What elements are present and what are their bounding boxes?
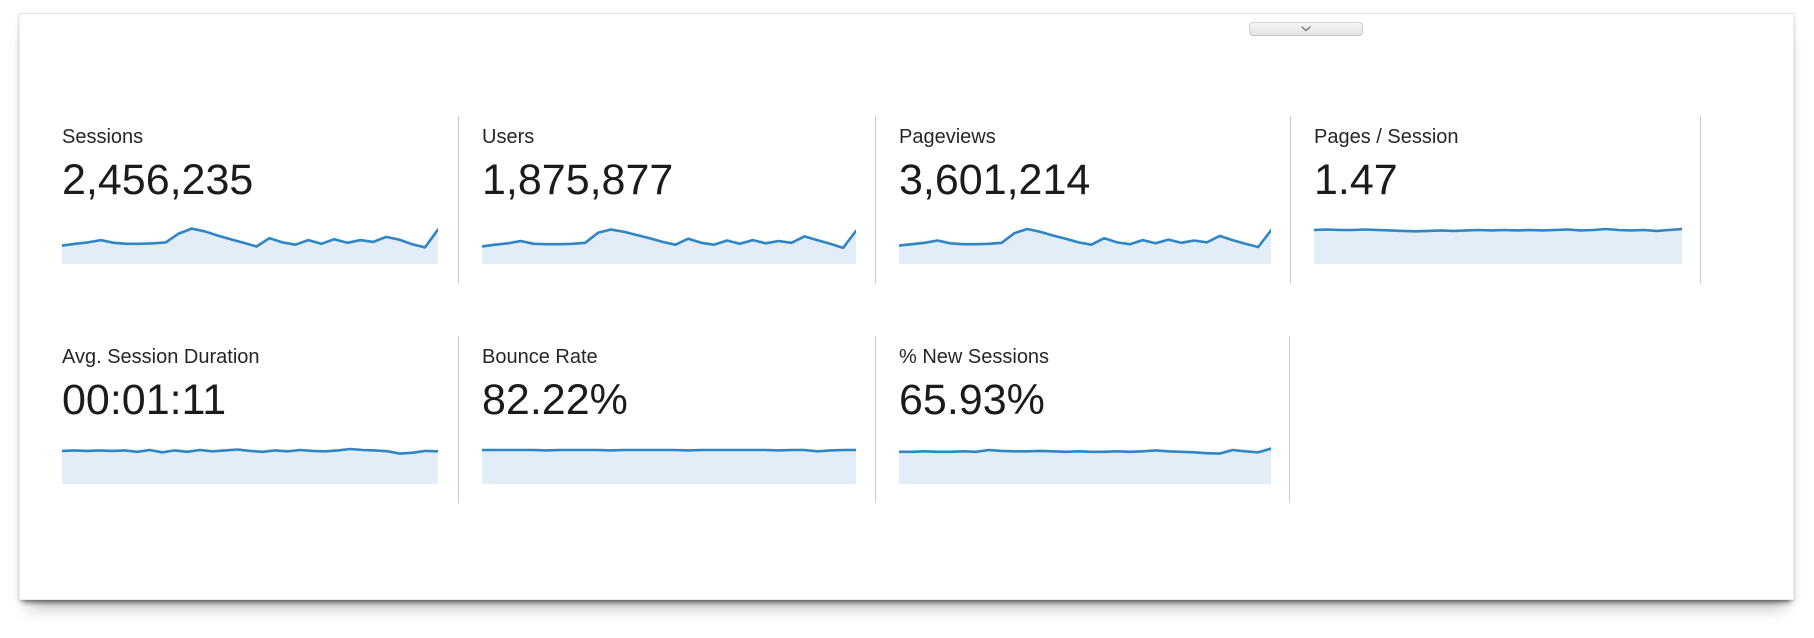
sparkline-avg-session-duration [62,447,438,484]
metric-card-avg-session-duration: Avg. Session Duration 00:01:11 [20,336,458,503]
metric-label-pages-per-session: Pages / Session [1314,126,1459,148]
metric-value-sessions: 2,456,235 [62,156,254,204]
chevron-down-icon [1301,26,1311,32]
metric-label-new-sessions: % New Sessions [899,346,1050,368]
metric-label-users: Users [482,126,535,148]
metric-value-bounce-rate: 82.22% [482,376,628,424]
metric-label-sessions: Sessions [62,126,144,148]
sparkline-sessions [62,227,438,264]
metric-card-pageviews: Pageviews 3,601,214 [875,116,1290,283]
metric-value-pages-per-session: 1.47 [1314,156,1398,204]
sparkline-pageviews [899,227,1271,264]
metric-card-users: Users 1,875,877 [458,116,875,283]
metric-label-avg-session-duration: Avg. Session Duration [62,346,260,368]
metrics-row-2: Avg. Session Duration 00:01:11 Bounce Rate… [20,336,1290,503]
metric-card-new-sessions: % New Sessions 65.93% [875,336,1290,503]
collapse-toggle-button[interactable] [1249,22,1363,36]
sparkline-bounce-rate [482,448,856,484]
metric-label-bounce-rate: Bounce Rate [482,346,598,368]
metric-card-pages-per-session: Pages / Session 1.47 [1290,116,1701,283]
metric-value-users: 1,875,877 [482,156,674,204]
sparkline-pages-per-session [1314,227,1682,264]
metric-value-avg-session-duration: 00:01:11 [62,376,227,424]
metric-card-bounce-rate: Bounce Rate 82.22% [458,336,875,503]
sparkline-new-sessions [899,447,1271,484]
metric-card-sessions: Sessions 2,456,235 [20,116,458,283]
metric-value-new-sessions: 65.93% [899,376,1045,424]
metric-label-pageviews: Pageviews [899,126,996,148]
sparkline-users [482,228,856,264]
metric-value-pageviews: 3,601,214 [899,156,1091,204]
metrics-row-1: Sessions 2,456,235 Users 1,875,877 Pageviews… [20,116,1701,283]
analytics-metrics-panel: Sessions 2,456,235 Users 1,875,877 Pageviews… [19,13,1794,600]
